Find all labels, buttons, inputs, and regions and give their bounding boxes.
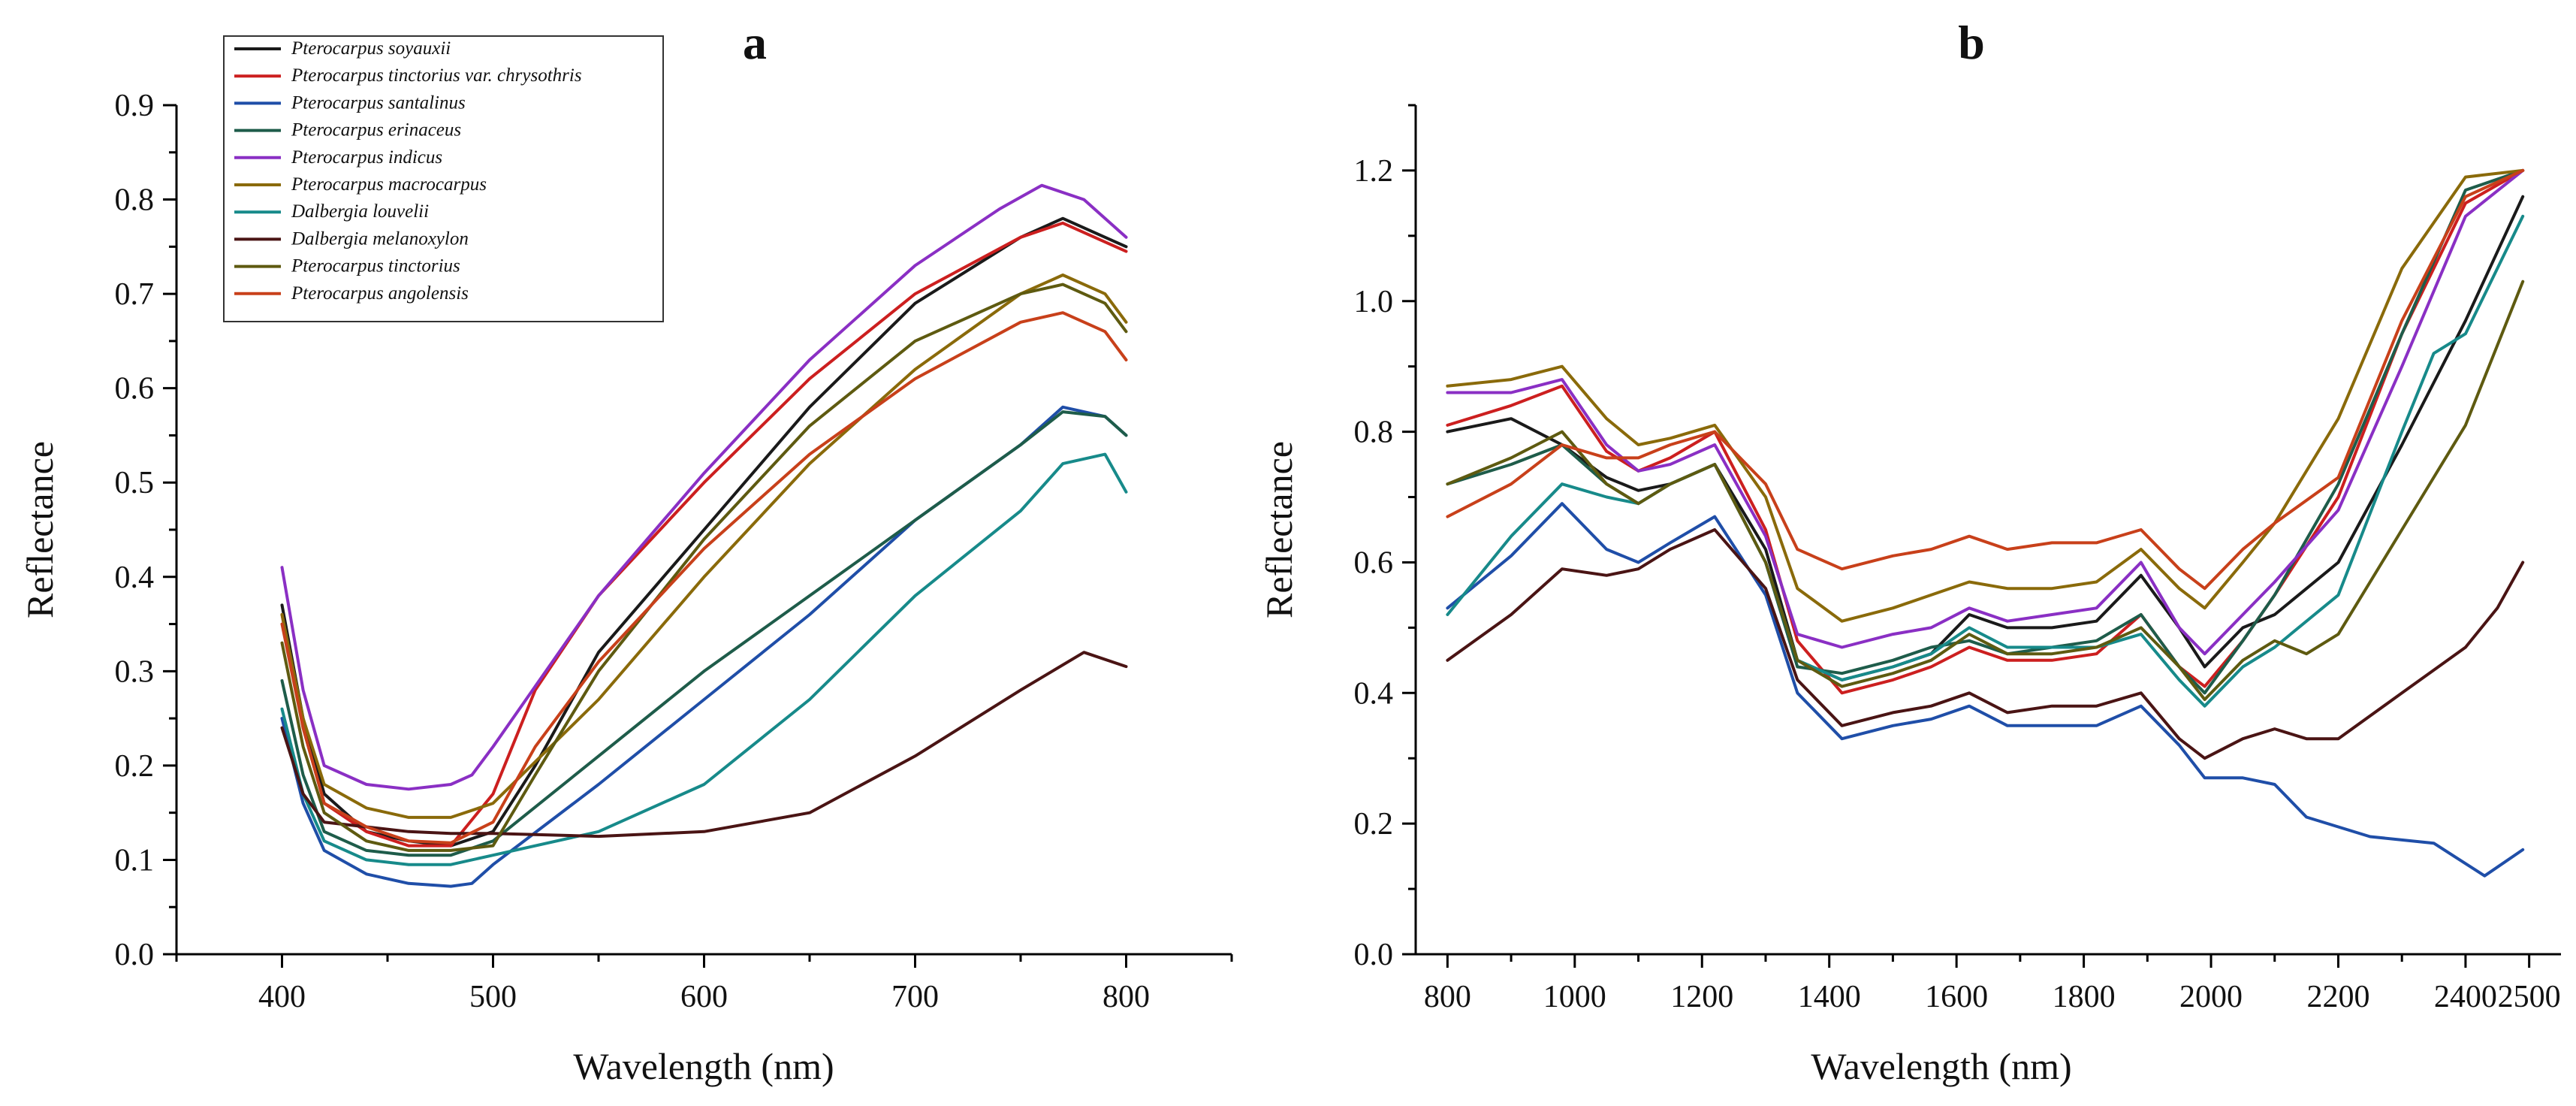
legend-items: Pterocarpus soyauxii Pterocarpus tinctori… xyxy=(234,38,582,304)
panel-b-x-tick-label: 800 xyxy=(1424,980,1471,1014)
panel-a-ticks: 400 500 600 700 800 0.0 0.1 0.2 0.3 0.4 0.5 0.6 0.7 0… xyxy=(115,89,1233,1014)
legend-label: Pterocarpus santalinus xyxy=(291,92,466,113)
panel-a-y-tick-label: 0.6 xyxy=(115,372,155,406)
panel-b-y-tick-label: 0.4 xyxy=(1354,676,1394,711)
panel-a-y-tick-label: 0.2 xyxy=(115,749,155,784)
panel-a-series-pterocarpus-soyauxii xyxy=(280,216,1128,848)
panel-b-y-tick-label: 0.6 xyxy=(1354,545,1394,580)
panel-a-x-tick-label: 800 xyxy=(1102,980,1150,1014)
panel-a-y-tick-label: 0.5 xyxy=(115,466,155,500)
panel-b-x-tick-label: 1600 xyxy=(1925,980,1988,1014)
panel-a-series-pterocarpus-tinctorius xyxy=(280,283,1128,852)
legend-label: Pterocarpus tinctorius xyxy=(291,256,460,276)
panel-b-x-tick-label: 2000 xyxy=(2179,980,2243,1014)
panel-b-series-pterocarpus-indicus xyxy=(1446,168,2525,656)
panel-b-series-pterocarpus-santalinus xyxy=(1446,502,2525,878)
legend-label: Dalbergia melanoxylon xyxy=(291,228,469,249)
panel-b-series-pterocarpus-soyauxii xyxy=(1446,195,2525,681)
legend-label: Pterocarpus macrocarpus xyxy=(291,174,487,195)
panel-b-y-tick-label: 1.2 xyxy=(1354,154,1394,189)
panel-a-x-tick-label: 600 xyxy=(680,980,728,1014)
panel-b-series-dalbergia-melanoxylon xyxy=(1446,528,2525,760)
panel-a-series-pterocarpus-erinaceus xyxy=(280,410,1128,857)
panel-a-series-dalbergia-louvelii xyxy=(280,452,1128,866)
legend-item: Pterocarpus santalinus xyxy=(234,92,466,113)
legend-item: Pterocarpus tinctorius var. chrysothris xyxy=(234,65,582,86)
panel-b-letter: b xyxy=(1958,16,1985,69)
panel-b-y-tick-label: 0.2 xyxy=(1354,807,1394,842)
panel-b-series-pterocarpus-macrocarpus xyxy=(1446,168,2525,623)
panel-a-series-pterocarpus-indicus xyxy=(280,183,1128,791)
panel-a-series-dalbergia-melanoxylon xyxy=(280,651,1128,839)
panel-b-x-tick-label: 1800 xyxy=(2053,980,2116,1014)
panel-b-plot-area xyxy=(1446,168,2525,878)
panel-a-y-tick-label: 0.1 xyxy=(115,843,155,878)
panel-b-y-tick-label: 0.0 xyxy=(1354,938,1394,972)
panel-a-x-axis-title: Wavelength (nm) xyxy=(573,1045,834,1087)
legend-item: Dalbergia louvelii xyxy=(234,201,429,222)
legend: Pterocarpus soyauxii Pterocarpus tinctori… xyxy=(223,35,664,322)
legend-label: Dalbergia louvelii xyxy=(291,201,429,222)
legend-label: Pterocarpus tinctorius var. chrysothris xyxy=(291,65,582,86)
panel-b-series-pterocarpus-angolensis xyxy=(1446,168,2525,591)
panel-b-y-tick-label: 1.0 xyxy=(1354,285,1394,319)
panel-b-x-tick-label: 1200 xyxy=(1670,980,1733,1014)
panel-b-x-tick-label: 1000 xyxy=(1543,980,1606,1014)
panel-b-x-tick-label: 2200 xyxy=(2306,980,2369,1014)
panel-a-letter: a xyxy=(743,16,767,69)
panel-b-x-tick-label: 2400 xyxy=(2434,980,2497,1014)
legend-label: Pterocarpus soyauxii xyxy=(291,38,451,59)
legend-item: Pterocarpus erinaceus xyxy=(234,120,461,141)
panel-a-plot-area xyxy=(280,183,1128,888)
legend-item: Pterocarpus tinctorius xyxy=(234,256,460,276)
panel-a-series-pterocarpus-santalinus xyxy=(280,405,1128,888)
panel-b-series-pterocarpus-tinctorius xyxy=(1446,280,2525,701)
panel-a-series-pterocarpus-angolensis xyxy=(280,311,1128,845)
legend-item: Pterocarpus soyauxii xyxy=(234,38,451,59)
panel-a-y-tick-label: 0.0 xyxy=(115,938,155,972)
legend-item: Pterocarpus indicus xyxy=(234,147,442,168)
panel-b-x-tick-label: 1400 xyxy=(1798,980,1861,1014)
panel-b-x-axis-title: Wavelength (nm) xyxy=(1811,1045,2071,1087)
legend-box xyxy=(223,35,664,322)
panel-b-ticks: 800 1000 1200 1400 1600 1800 2000 2200 2400 2500 0… xyxy=(1354,104,2561,1014)
panel-a-y-tick-label: 0.4 xyxy=(115,561,155,595)
panel-a-x-tick-label: 700 xyxy=(891,980,939,1014)
panel-a-y-tick-label: 0.7 xyxy=(115,277,155,312)
panel-a-x-tick-label: 400 xyxy=(258,980,306,1014)
legend-item: Pterocarpus macrocarpus xyxy=(234,174,487,195)
legend-label: Pterocarpus erinaceus xyxy=(291,120,461,141)
panel-a-y-tick-label: 0.8 xyxy=(115,183,155,218)
panel-a-series-pterocarpus-macrocarpus xyxy=(280,273,1128,819)
legend-item: Pterocarpus angolensis xyxy=(234,283,469,304)
panel-a-x-tick-label: 500 xyxy=(469,980,517,1014)
panel-b-axes xyxy=(1414,105,2561,956)
panel-a-y-tick-label: 0.9 xyxy=(115,89,155,123)
panel-a-y-tick-label: 0.3 xyxy=(115,654,155,689)
legend-label: Pterocarpus angolensis xyxy=(291,283,469,304)
panel-b-chart: b 800 1000 1200 1400 1600 1800 2000 2200 2400 250… xyxy=(1258,16,2561,1087)
panel-a-chart: a 400 500 600 700 800 0.0 0.1 0.2 0.3 0.4 0.5 0.6 0.… xyxy=(19,16,1233,1087)
legend-label: Pterocarpus indicus xyxy=(291,147,442,168)
panel-b-y-tick-label: 0.8 xyxy=(1354,416,1394,450)
panel-a-y-axis-title: Reflectance xyxy=(19,441,61,618)
panel-b-y-axis-title: Reflectance xyxy=(1258,441,1300,618)
legend-item: Dalbergia melanoxylon xyxy=(234,228,469,249)
panel-b-x-tick-label: 2500 xyxy=(2498,980,2561,1014)
